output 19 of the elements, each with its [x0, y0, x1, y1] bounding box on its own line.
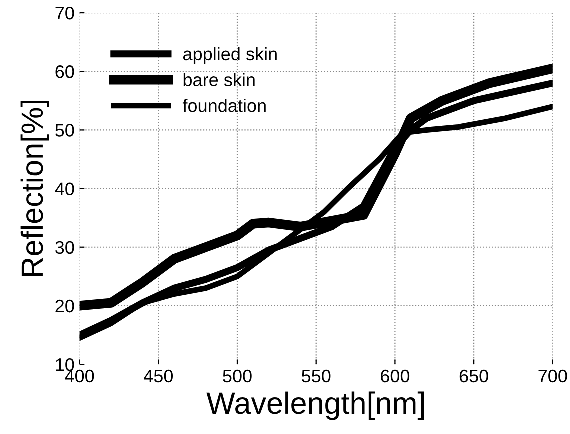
x-tick-label: 450: [144, 370, 174, 383]
y-tick-label: 50: [56, 124, 74, 137]
x-tick-label: 550: [302, 370, 331, 383]
y-axis-title: Reflection[%]: [20, 100, 50, 276]
x-tick-label: 400: [65, 370, 94, 383]
legend-label: foundation: [182, 99, 266, 112]
x-tick-label: 600: [381, 370, 410, 383]
x-axis-title: Wavelength[nm]: [206, 392, 424, 420]
y-tick-label: 70: [56, 6, 74, 20]
y-tick-label: 30: [56, 241, 74, 254]
x-tick-label: 650: [460, 370, 488, 383]
legend-label: bare skin: [184, 73, 255, 86]
x-tick-label: 500: [223, 370, 252, 383]
y-tick-label: 60: [56, 66, 74, 78]
legend-label: applied skin: [183, 47, 277, 64]
y-tick-label: 10: [56, 358, 74, 372]
y-tick-label: 20: [56, 300, 74, 313]
y-tick-label: 40: [55, 182, 74, 196]
x-tick-label: 700: [538, 370, 568, 383]
